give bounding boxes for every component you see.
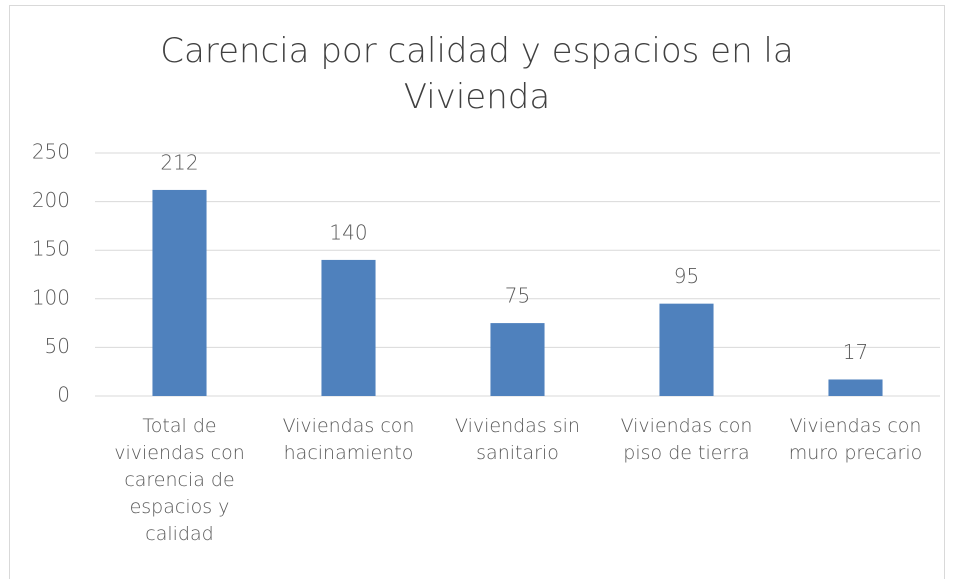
bar [152,189,207,396]
bar [828,379,883,396]
data-label: 17 [843,340,868,364]
x-tick-label: Viviendas con hacinamiento [282,415,415,464]
x-tick-label: Viviendas con piso de tierra [620,415,753,464]
y-tick-label: 50 [45,334,70,358]
chart-title: Carencia por calidad y espacios en la Vi… [160,31,794,117]
data-label: 75 [505,284,530,308]
bar [321,259,376,396]
y-tick-label: 250 [32,140,70,164]
x-tick-label: Viviendas sin sanitario [455,415,580,464]
data-label: 212 [160,150,198,174]
x-tick-label: Total de viviendas con carencia de espac… [114,415,245,545]
bar [659,303,714,396]
y-tick-label: 100 [32,285,70,309]
data-label: 95 [674,264,699,288]
data-label: 140 [329,220,367,244]
y-tick-label: 0 [57,383,70,407]
y-tick-label: 200 [32,188,70,212]
y-tick-label: 150 [32,237,70,261]
x-tick-label: Viviendas con muro precario [788,415,923,464]
bar [490,323,545,396]
chart-border [9,5,945,579]
